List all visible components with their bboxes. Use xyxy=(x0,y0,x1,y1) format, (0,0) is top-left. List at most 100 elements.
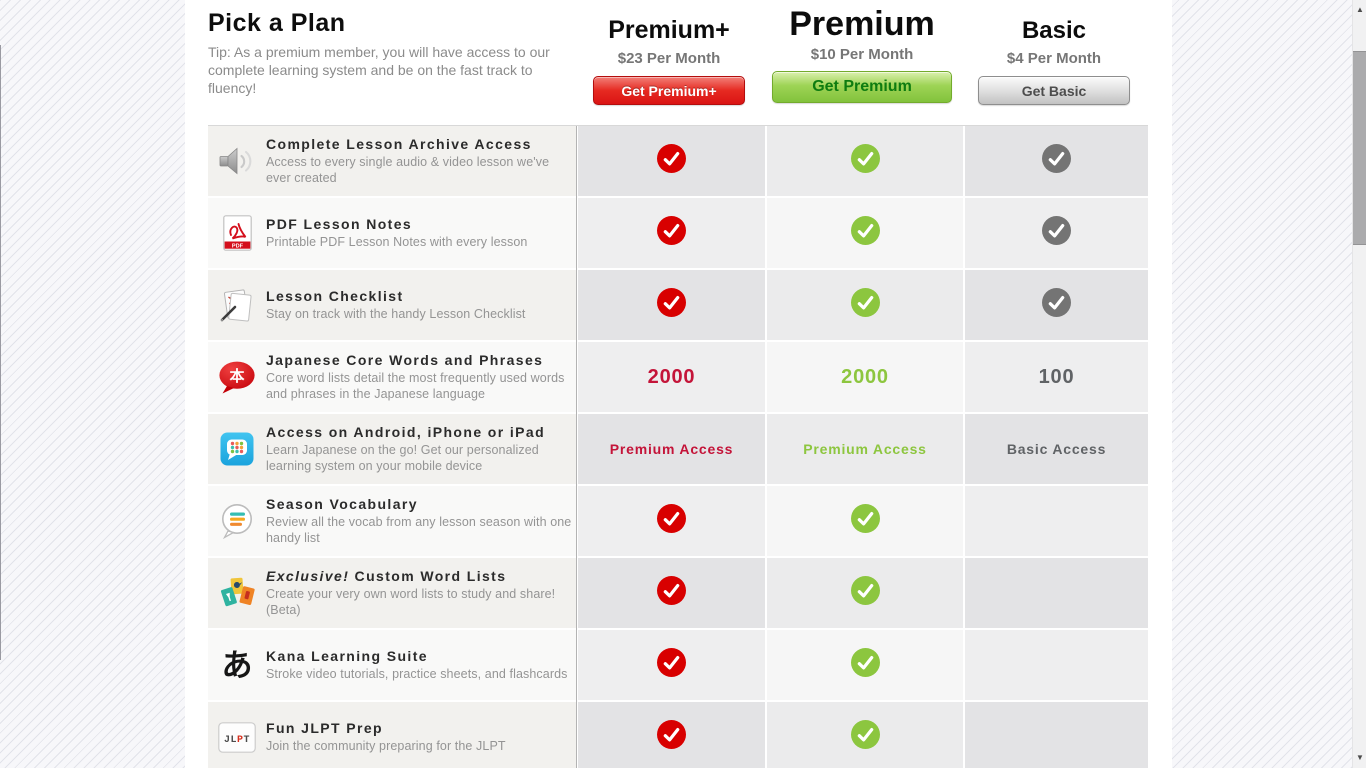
cell-basic xyxy=(965,486,1148,556)
feature-title: PDF Lesson Notes xyxy=(266,215,413,232)
cell-premium-plus xyxy=(578,702,765,768)
table-row: 本 Japanese Core Words and Phrases Core wor… xyxy=(208,342,1148,412)
red-check-circle-icon xyxy=(657,648,686,682)
feature-value: Premium Access xyxy=(609,441,734,457)
red-check-circle-icon xyxy=(657,288,686,322)
feature-cell: Season Vocabulary Review all the vocab fr… xyxy=(208,486,576,556)
cell-premium xyxy=(767,558,963,628)
cell-basic: 100 xyxy=(965,342,1148,412)
cell-premium xyxy=(767,702,963,768)
feature-cell: Exclusive! Custom Word Lists Create your … xyxy=(208,558,576,628)
feature-value: 2000 xyxy=(841,365,889,388)
table-row: Complete Lesson Archive Access Access to … xyxy=(208,126,1148,196)
table-row: PDF PDF Lesson Notes Printable PDF Lesson … xyxy=(208,198,1148,268)
svg-text:本: 本 xyxy=(229,367,244,385)
jlpt-icon: JLPT xyxy=(214,721,260,753)
core-words-icon: 本 xyxy=(214,361,260,394)
column-divider xyxy=(576,126,577,768)
content-area: Pick a Plan Tip: As a premium member, yo… xyxy=(185,0,1172,768)
feature-description: Create your very own word lists to study… xyxy=(266,586,556,618)
feature-title: Japanese Core Words and Phrases xyxy=(266,351,544,368)
green-check-circle-icon xyxy=(850,504,880,538)
feature-rows: Complete Lesson Archive Access Access to … xyxy=(208,126,1148,768)
feature-title: Season Vocabulary xyxy=(266,495,418,512)
svg-text:JLPT: JLPT xyxy=(224,735,250,746)
plan-price: $10 Per Month xyxy=(810,46,914,63)
feature-cell: Access on Android, iPhone or iPad Learn J… xyxy=(208,414,576,484)
word-lists-icon xyxy=(214,576,260,611)
cell-basic xyxy=(965,702,1148,768)
scroll-up-icon[interactable]: ▲ xyxy=(1356,5,1364,14)
cell-premium xyxy=(767,198,963,268)
feature-description: Printable PDF Lesson Notes with every le… xyxy=(266,234,528,249)
green-check-circle-icon xyxy=(850,288,880,322)
mobile-app-icon xyxy=(214,432,260,466)
table-row: Access on Android, iPhone or iPad Learn J… xyxy=(208,414,1148,484)
cell-premium-plus xyxy=(578,558,765,628)
feature-description: Join the community preparing for the JLP… xyxy=(266,738,506,753)
plan-header-premium: Premium $10 Per Month Get Premium xyxy=(757,0,967,103)
svg-text:PDF: PDF xyxy=(231,243,243,249)
feature-description: Core word lists detail the most frequent… xyxy=(266,370,565,402)
feature-title-italic: Exclusive! xyxy=(266,567,350,584)
scrollbar-thumb[interactable] xyxy=(1353,51,1366,245)
cell-premium xyxy=(767,486,963,556)
checklist-icon xyxy=(214,288,260,323)
feature-cell: 本 Japanese Core Words and Phrases Core wor… xyxy=(208,342,576,412)
feature-cell: Complete Lesson Archive Access Access to … xyxy=(208,126,576,196)
feature-value: 100 xyxy=(1038,365,1075,388)
get-premium-plus-button[interactable]: Get Premium+ xyxy=(593,76,745,105)
cell-premium xyxy=(767,630,963,700)
green-check-circle-icon xyxy=(850,576,880,610)
scroll-down-icon[interactable]: ▼ xyxy=(1356,753,1364,762)
page-title: Pick a Plan xyxy=(208,9,346,37)
cell-basic: Basic Access xyxy=(965,414,1148,484)
green-check-circle-icon xyxy=(850,144,880,178)
get-basic-button[interactable]: Get Basic xyxy=(978,76,1130,105)
cell-premium-plus: 2000 xyxy=(578,342,765,412)
red-check-circle-icon xyxy=(657,504,686,538)
cell-premium xyxy=(767,270,963,340)
cell-premium-plus xyxy=(578,126,765,196)
feature-cell: JLPT Fun JLPT Prep Join the community prep… xyxy=(208,702,576,768)
gray-check-circle-icon xyxy=(1042,144,1071,178)
feature-title: Complete Lesson Archive Access xyxy=(266,135,532,152)
feature-title: Lesson Checklist xyxy=(266,287,404,304)
vertical-scrollbar[interactable]: ▲ ▼ xyxy=(1352,0,1366,768)
kana-icon: あ xyxy=(221,647,253,683)
feature-description: Stay on track with the handy Lesson Chec… xyxy=(266,306,526,321)
green-check-circle-icon xyxy=(850,648,880,682)
plan-name: Premium xyxy=(789,5,935,43)
cell-premium-plus xyxy=(578,630,765,700)
season-vocabulary-icon xyxy=(214,503,260,539)
table-row: Exclusive! Custom Word Lists Create your … xyxy=(208,558,1148,628)
page-tip: Tip: As a premium member, you will have … xyxy=(208,44,550,96)
table-row: あ Kana Learning Suite Stroke video tutoria… xyxy=(208,630,1148,700)
cell-premium xyxy=(767,126,963,196)
cell-premium-plus xyxy=(578,270,765,340)
feature-value: 2000 xyxy=(647,365,696,388)
table-row: Lesson Checklist Stay on track with the h… xyxy=(208,270,1148,340)
table-row: JLPT Fun JLPT Prep Join the community prep… xyxy=(208,702,1148,768)
red-check-circle-icon xyxy=(657,576,686,610)
pdf-icon: PDF xyxy=(214,215,260,251)
red-check-circle-icon xyxy=(657,216,686,250)
plan-header-premium-plus: Premium+ $23 Per Month Get Premium+ xyxy=(574,0,764,105)
cell-premium-plus xyxy=(578,198,765,268)
plan-header-basic: Basic $4 Per Month Get Basic xyxy=(959,0,1149,105)
plan-comparison-table: Complete Lesson Archive Access Access to … xyxy=(208,125,1148,768)
cell-basic xyxy=(965,630,1148,700)
feature-cell: Lesson Checklist Stay on track with the h… xyxy=(208,270,576,340)
get-premium-button[interactable]: Get Premium xyxy=(772,71,952,103)
feature-title: Access on Android, iPhone or iPad xyxy=(266,423,546,440)
cell-basic xyxy=(965,270,1148,340)
cell-premium-plus: Premium Access xyxy=(578,414,765,484)
plan-price: $4 Per Month xyxy=(1006,50,1102,67)
feature-value: Basic Access xyxy=(1006,441,1107,457)
speaker-icon xyxy=(214,146,260,176)
feature-value: Premium Access xyxy=(803,441,927,457)
feature-title: Fun JLPT Prep xyxy=(266,719,383,736)
table-row: Season Vocabulary Review all the vocab fr… xyxy=(208,486,1148,556)
feature-description: Stroke video tutorials, practice sheets,… xyxy=(266,666,568,681)
plan-price: $23 Per Month xyxy=(617,50,721,67)
